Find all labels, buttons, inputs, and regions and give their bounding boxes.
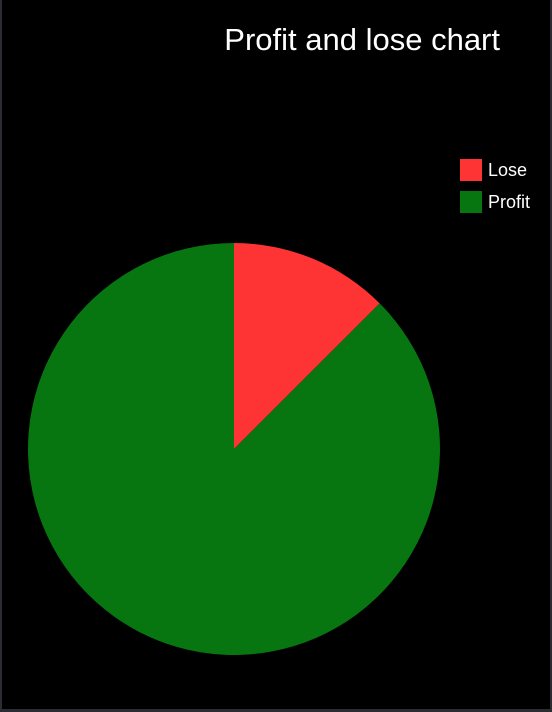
chart-legend: Lose Profit xyxy=(460,159,530,223)
legend-swatch-lose xyxy=(460,159,482,181)
legend-label-profit: Profit xyxy=(488,191,531,212)
legend-label-lose: Lose xyxy=(488,159,528,180)
legend-item-lose[interactable]: Lose xyxy=(460,159,530,181)
legend-item-profit[interactable]: Profit xyxy=(460,191,530,213)
legend-swatch-profit xyxy=(460,191,482,213)
chart-title: Profit and lose chart xyxy=(224,22,500,57)
pie-slice-profit[interactable] xyxy=(28,243,441,656)
pie-slice-lose[interactable] xyxy=(234,243,380,449)
